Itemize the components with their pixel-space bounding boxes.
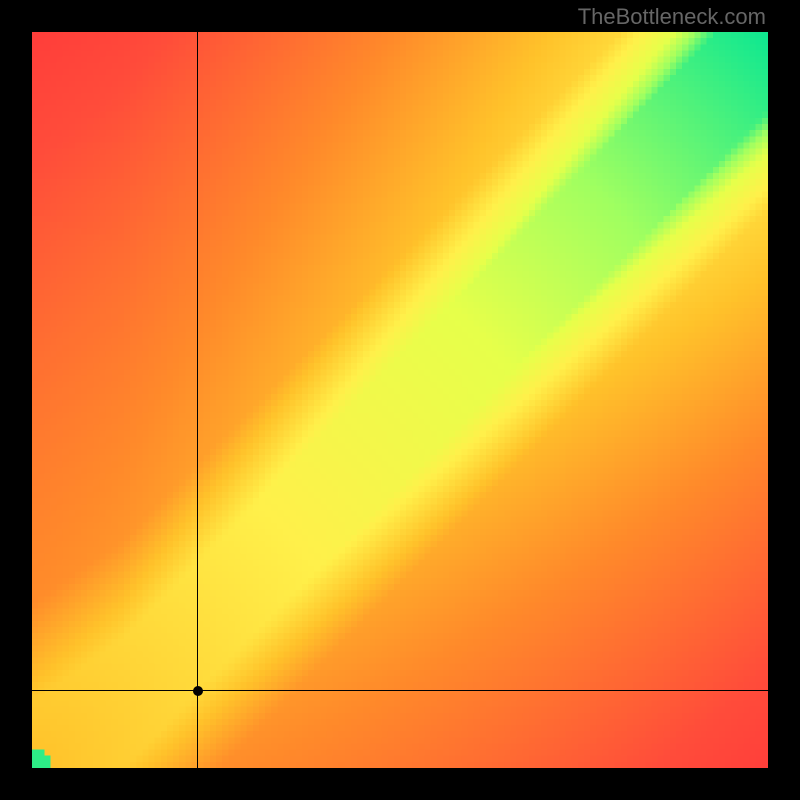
crosshair-horizontal [32, 690, 768, 691]
watermark-text: TheBottleneck.com [578, 4, 766, 30]
crosshair-marker [193, 686, 203, 696]
chart-container: TheBottleneck.com [0, 0, 800, 800]
heatmap-canvas [32, 32, 768, 768]
crosshair-vertical [197, 32, 198, 768]
